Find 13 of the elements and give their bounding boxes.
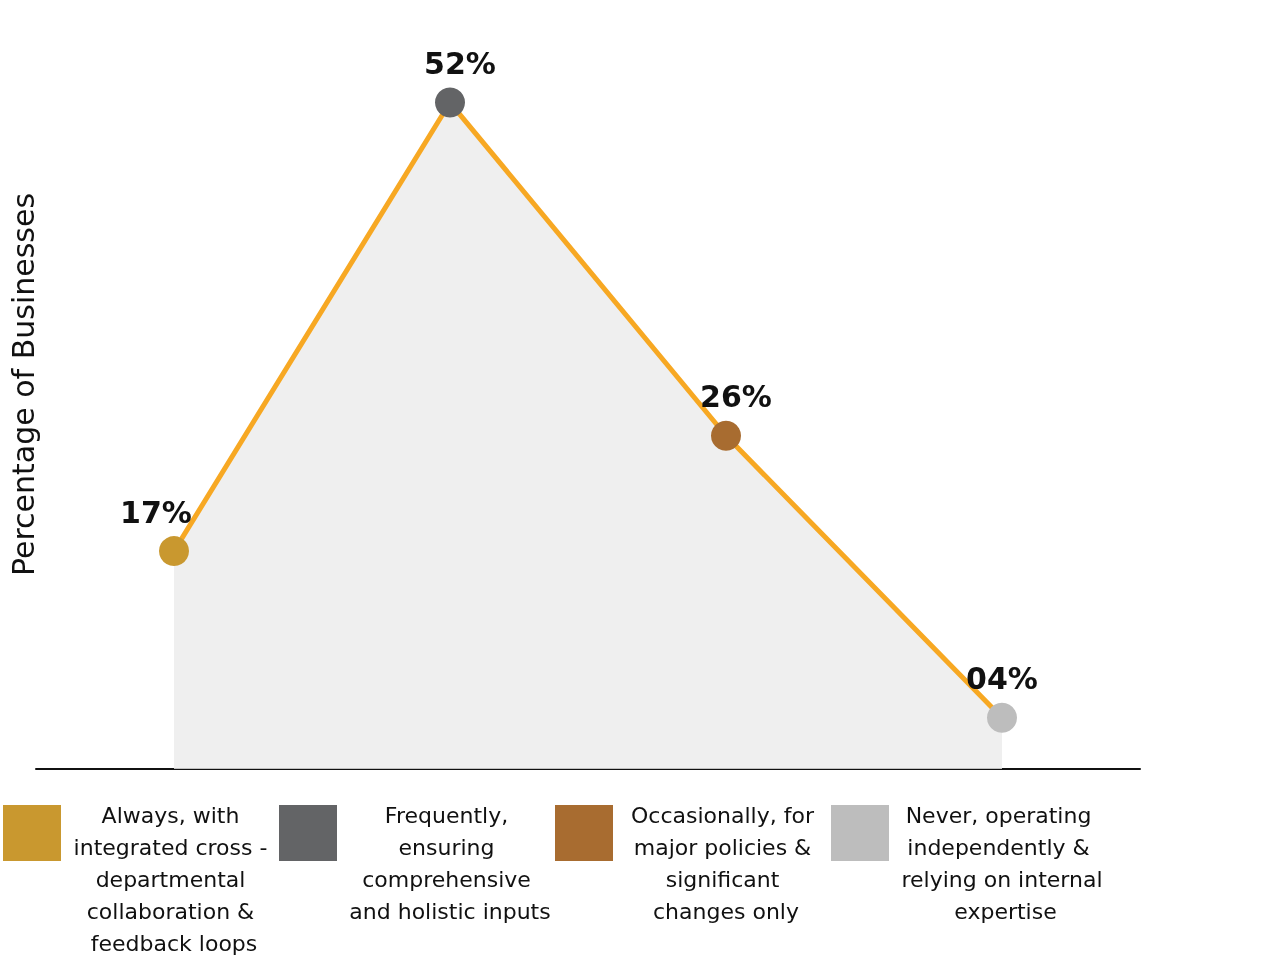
point: [711, 420, 741, 451]
x-tick-label: Frequently, ensuring comprehensive and holistic inputs: [349, 802, 551, 924]
point: [159, 536, 189, 567]
point: [435, 87, 465, 118]
point: [987, 702, 1017, 733]
x-tick-label: Always, with integrated cross - departmental collaboration & feedback loops: [73, 802, 275, 956]
data-label: 04%: [966, 661, 1038, 697]
x-tick-label: Never, operating independently & relying on internal expertise: [901, 802, 1103, 924]
x-tick-label: Occasionally, for major policies & significant changes only: [631, 802, 821, 924]
y-axis-title: Percentage of Businesses: [5, 192, 41, 577]
data-label: 17%: [120, 494, 192, 530]
data-label: 52%: [424, 46, 496, 82]
data-label: 26%: [700, 379, 772, 415]
